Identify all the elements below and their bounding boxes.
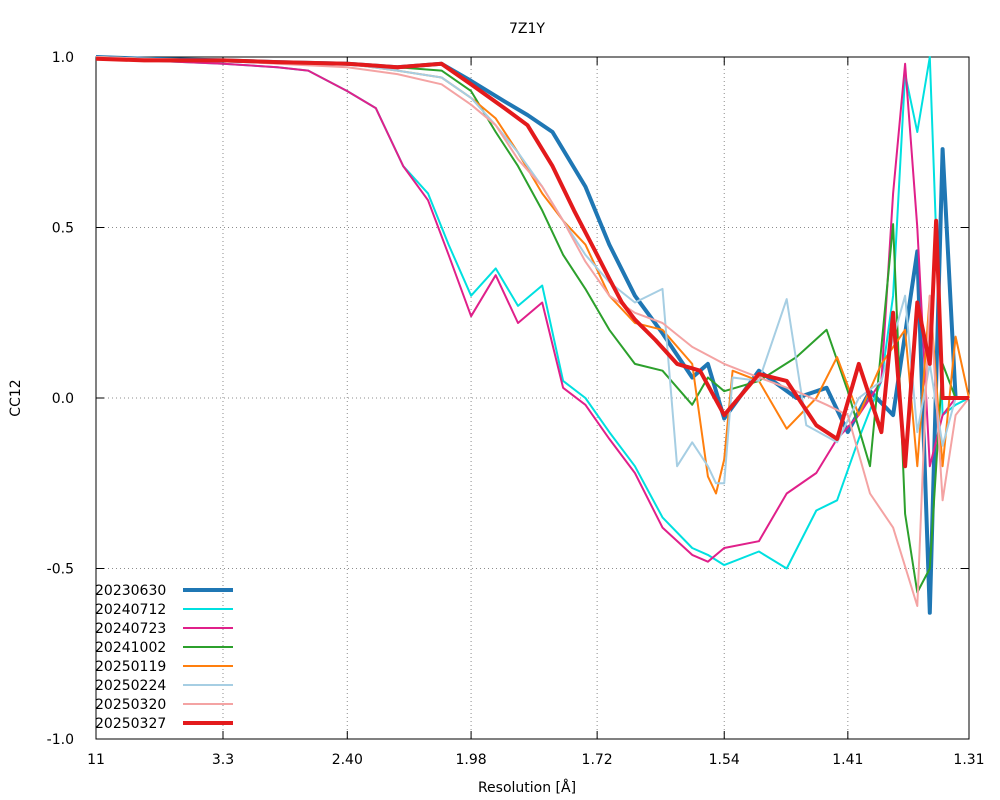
x-tick-label: 1.98 [455,752,486,768]
series-line-20241002 [95,56,969,594]
y-tick-label: 0.5 [52,221,74,237]
x-tick-label: 1.31 [953,752,984,768]
chart-title: 7Z1Y [509,21,545,37]
legend-label-20241002: 20241002 [95,640,166,656]
y-tick-label: -0.5 [47,562,74,578]
x-tick-label: 1.41 [832,752,863,768]
legend-label-20240723: 20240723 [95,621,166,637]
y-tick-label: 0.0 [52,391,74,407]
x-axis-label: Resolution [Å] [478,779,576,796]
y-axis-label: CC12 [8,379,24,416]
legend-label-20240712: 20240712 [95,602,166,618]
series-line-20230630 [95,55,969,615]
x-tick-label: 1.54 [709,752,740,768]
legend-label-20250119: 20250119 [95,659,166,675]
legend-label-20230630: 20230630 [95,583,166,599]
legend-label-20250327: 20250327 [95,716,166,732]
x-tick-label: 3.3 [212,752,234,768]
series-line-20250224 [95,56,969,485]
series-lines [95,55,970,615]
y-tick-label: 1.0 [52,50,74,66]
x-tick-label: 1.72 [582,752,613,768]
series-line-20240723 [95,56,969,563]
axis-ticks: 11 3.3 2.40 1.98 1.72 1.54 1.41 1.31 1.0 0.5 0.0 -0… [47,50,985,768]
x-tick-label: 2.40 [332,752,363,768]
series-line-20250327 [95,56,969,469]
x-tick-label: 11 [87,752,105,768]
y-tick-label: -1.0 [47,732,74,748]
series-line-20250320 [95,56,970,607]
series-line-20250119 [95,56,970,495]
legend: 20230630 20240712 20240723 20241002 20250119… [95,583,233,732]
legend-label-20250224: 20250224 [95,678,166,694]
chart-grid [96,57,969,739]
legend-label-20250320: 20250320 [95,697,166,713]
